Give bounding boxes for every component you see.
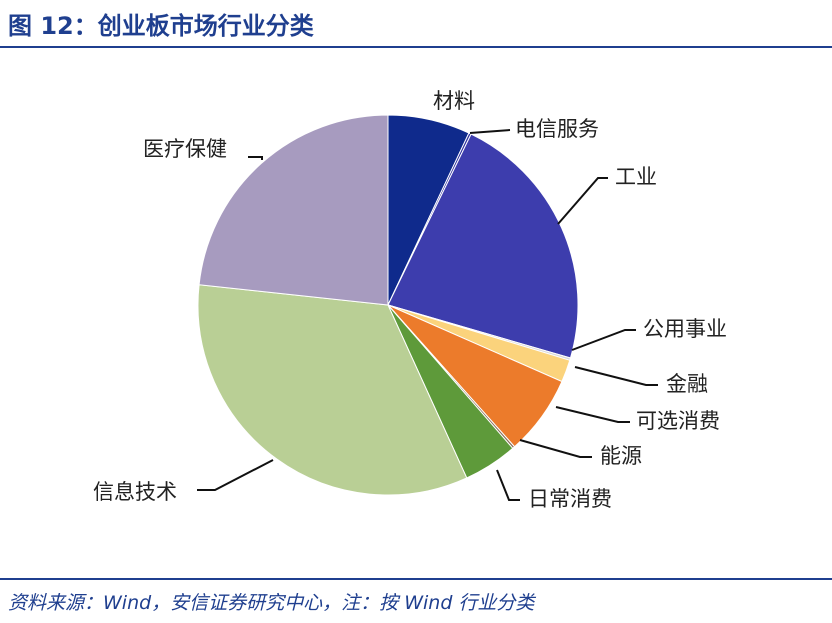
leader-line-2 [469,129,511,134]
figure-title: 图 12：创业板市场行业分类 [8,12,314,40]
leader-line-10 [248,156,263,160]
slice-label-9: 信息技术 [93,480,177,504]
title-divider [0,46,832,48]
pie-slices [197,114,579,496]
slice-label-4: 公用事业 [643,317,727,341]
leader-line-7 [519,439,592,458]
slice-label-6: 可选消费 [636,409,720,433]
pie-slice-10 [198,114,389,306]
leader-line-4 [571,329,636,351]
slice-label-10: 医疗保健 [143,137,227,161]
slice-label-3: 工业 [615,165,657,189]
source-note: 资料来源：Wind，安信证券研究中心，注：按 Wind 行业分类 [8,592,535,614]
slice-label-2: 电信服务 [515,117,599,141]
leader-line-5 [574,366,658,386]
leader-line-9 [197,459,274,491]
leader-line-6 [555,406,630,423]
leader-line-3 [557,177,608,225]
leader-lines [197,129,658,501]
leader-line-8 [496,469,520,501]
pie-slice-9 [197,284,468,496]
slice-label-8: 日常消费 [528,487,612,511]
source-divider [0,578,832,580]
slice-label-5: 金融 [666,372,708,396]
slice-label-1: 材料 [433,89,475,113]
pie-slice-3 [387,133,579,359]
slice-label-7: 能源 [600,444,642,468]
